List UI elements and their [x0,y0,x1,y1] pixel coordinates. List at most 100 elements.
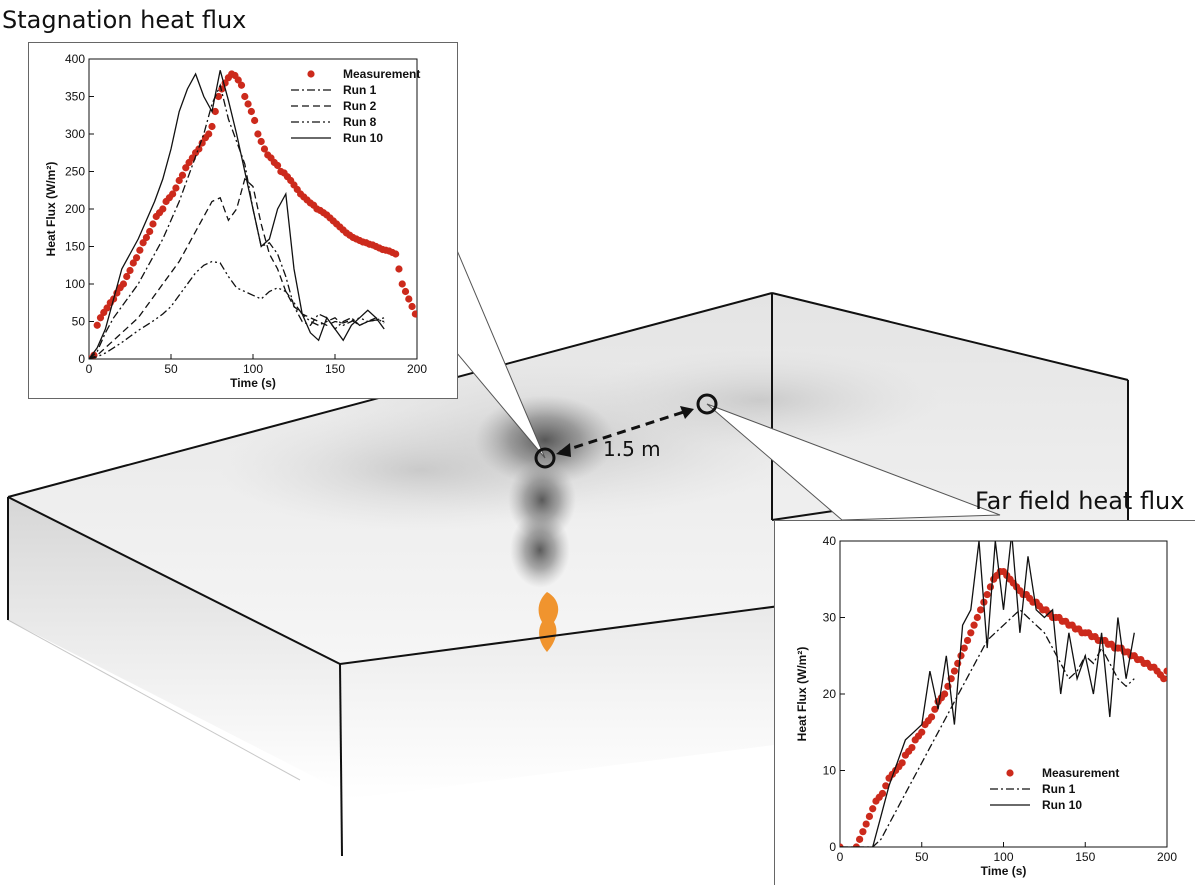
measurement-point [142,233,150,242]
measurement-point [123,272,131,281]
measurement-point [405,295,413,303]
domain-box-inner-edge [7,619,301,781]
distance-arrow [559,408,691,454]
measurement-point [241,92,249,101]
measurement-point [93,321,101,329]
measurement-point [967,629,975,637]
measurement-point [1160,675,1167,683]
smoke-cloud [580,350,940,450]
measurement-point [139,239,147,247]
measurement-point [136,246,144,254]
arrowhead-right [680,406,694,419]
measurement-point [401,287,410,296]
measurement-point [918,728,926,736]
series-group [89,70,417,359]
measurement-point [175,176,183,185]
x-tick-label: 200 [407,362,427,376]
y-tick-label: 10 [823,764,837,778]
far-field-callout [706,403,1001,521]
y-tick-label: 350 [65,90,85,104]
smoke-plume [475,395,615,485]
measurement-point [208,122,216,131]
legend-marker [307,70,315,78]
legend-label: Run 2 [343,99,377,113]
measurement-point [963,636,972,645]
legend-label: Run 1 [1042,782,1076,796]
measurement-point [973,613,981,622]
measurement-point [856,835,864,843]
measurement-point [927,713,936,721]
y-axis-label: Heat Flux (W/m²) [795,647,809,742]
measurement-point [862,820,870,828]
distance-label: 1.5 m [603,437,661,461]
measurement-point [178,171,187,179]
measurement-point [149,220,157,228]
x-tick-label: 150 [1075,850,1095,864]
x-axis-label: Time (s) [981,864,1027,878]
measurement-point [257,137,265,146]
measurement-point [214,92,223,101]
measurement-point [169,190,177,198]
x-tick-label: 50 [164,362,178,376]
far-field-probe-marker [696,393,718,415]
y-tick-label: 20 [823,687,837,701]
y-tick-label: 0 [829,840,836,854]
measurement-point [960,644,968,652]
measurement-point [260,145,269,153]
legend-label: Run 10 [343,131,383,145]
x-tick-label: 0 [837,850,844,864]
far-field-caption: Far field heat flux [975,487,1185,515]
stagnation-chart: 0 50 100 150 200 0 50 100 150 200 250 300 350 400 Time… [44,52,427,390]
measurement-point [395,265,403,273]
smoke-plume [510,512,570,588]
series-line-run-10 [89,70,385,359]
x-axis-label: Time (s) [230,376,276,390]
measurement-point [126,266,134,275]
measurement-point [869,805,877,813]
y-tick-label: 30 [823,611,837,625]
measurement-point [408,302,416,311]
measurement-point [247,107,255,116]
measurement-point [1163,667,1167,675]
stagnation-caption: Stagnation heat flux [2,6,247,34]
measurement-point [205,130,213,138]
series-line-run-8 [89,260,385,359]
legend-marker [1006,769,1014,777]
measurement-point [392,250,400,258]
measurement-point [411,310,417,318]
measurement-point [251,116,259,125]
measurement-point [970,621,978,629]
x-tick-label: 100 [243,362,263,376]
measurement-point [878,789,887,798]
measurement-point [882,782,890,790]
y-tick-label: 400 [65,52,85,66]
x-tick-label: 150 [325,362,345,376]
y-tick-label: 50 [72,315,86,329]
measurement-point [898,759,906,767]
legend-label: Run 8 [343,115,377,129]
series-group [840,541,1167,847]
measurement-point [931,705,939,713]
x-tick-label: 50 [915,850,929,864]
measurement-point [957,652,965,660]
arrowhead-left [556,443,571,457]
series-line-run-10 [840,541,1135,847]
x-tick-label: 100 [993,850,1013,864]
measurement-point [840,843,844,847]
measurement-point [908,743,916,752]
measurement-point [244,100,252,108]
x-tick-label: 0 [86,362,93,376]
measurement-point [96,314,105,322]
measurement-point [159,205,167,213]
measurement-point [865,812,874,820]
measurement-point [234,76,242,84]
measurement-point [983,590,991,599]
stagnation-plot: 0 50 100 150 200 0 50 100 150 200 250 300 350 400 Time… [28,42,458,399]
measurement-point [129,259,137,267]
measurement-point [977,606,985,614]
x-tick-label: 200 [1157,850,1177,864]
legend-label: Measurement [1042,766,1119,780]
y-tick-label: 150 [65,240,85,254]
far-field-chart: 0 50 100 150 200 0 10 20 30 40 Time (s) Heat Flux (… [795,534,1177,878]
far-field-plot: 0 50 100 150 200 0 10 20 30 40 Time (s) Heat Flux (… [774,520,1195,885]
